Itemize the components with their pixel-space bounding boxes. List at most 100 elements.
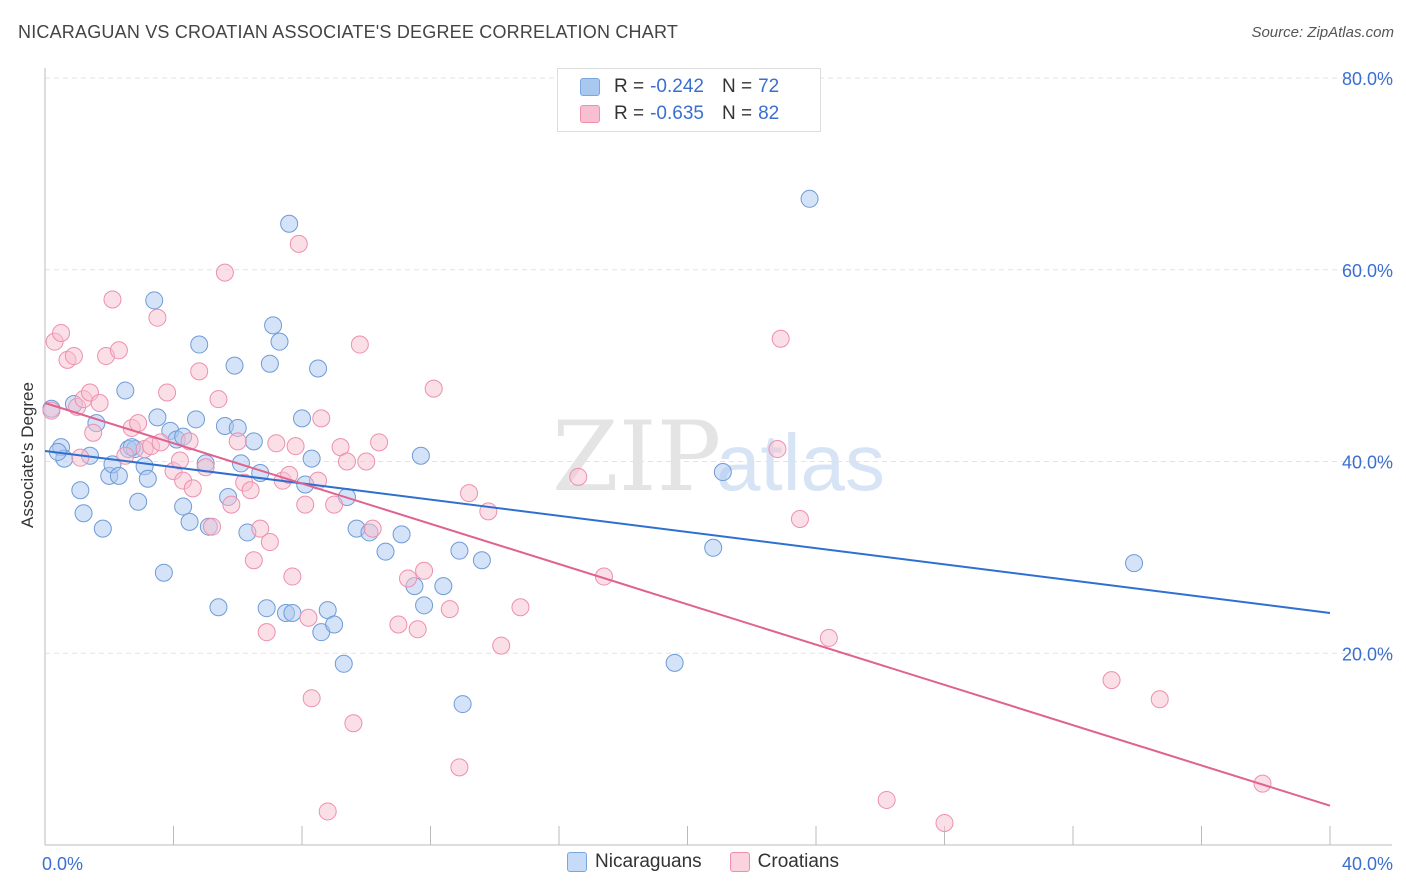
legend-row-nicaraguans: R = -0.242 N = 72 xyxy=(580,75,779,99)
trend-line-croatians xyxy=(44,402,1331,807)
legend-n-value: 72 xyxy=(758,76,780,97)
legend-swatch-nicaraguans xyxy=(567,852,587,872)
point-nicaraguans xyxy=(116,381,135,400)
point-nicaraguans xyxy=(270,332,289,351)
point-nicaraguans xyxy=(283,603,302,622)
point-croatians xyxy=(1102,671,1121,690)
point-croatians xyxy=(203,517,222,536)
point-croatians xyxy=(569,467,588,486)
tick-labels: 20.0% 40.0% 60.0% 80.0% 0.0% 40.0% xyxy=(42,69,1393,874)
point-croatians xyxy=(260,533,279,552)
point-nicaraguans xyxy=(325,615,344,634)
legend-label-croatians: Croatians xyxy=(757,851,839,872)
point-croatians xyxy=(103,290,122,309)
y-tick-label: 20.0% xyxy=(1342,644,1393,664)
point-croatians xyxy=(460,484,479,503)
point-croatians xyxy=(90,394,109,413)
point-nicaraguans xyxy=(180,512,199,531)
point-nicaraguans xyxy=(800,189,819,208)
chart-title: NICARAGUAN VS CROATIAN ASSOCIATE'S DEGRE… xyxy=(18,22,679,42)
point-nicaraguans xyxy=(665,653,684,672)
legend-label-nicaraguans: Nicaraguans xyxy=(595,851,702,872)
point-croatians xyxy=(318,802,337,821)
x-tick-label: 40.0% xyxy=(1342,854,1393,874)
point-nicaraguans xyxy=(1125,554,1144,573)
point-nicaraguans xyxy=(225,356,244,375)
point-croatians xyxy=(350,335,369,354)
point-nicaraguans xyxy=(93,519,112,538)
point-croatians xyxy=(415,561,434,580)
source-label: Source: ZipAtlas.com xyxy=(1251,24,1394,41)
point-croatians xyxy=(109,341,128,360)
point-nicaraguans xyxy=(713,463,732,482)
point-croatians xyxy=(1150,690,1169,709)
point-croatians xyxy=(180,432,199,451)
point-croatians xyxy=(228,432,247,451)
point-nicaraguans xyxy=(450,541,469,560)
point-croatians xyxy=(344,714,363,733)
point-croatians xyxy=(64,347,83,366)
series-legend: Nicaraguans Croatians xyxy=(0,851,1406,873)
point-croatians xyxy=(771,329,790,348)
point-croatians xyxy=(84,423,103,442)
legend-n-label: N = xyxy=(721,103,753,124)
point-croatians xyxy=(511,598,530,617)
point-croatians xyxy=(450,758,469,777)
point-croatians xyxy=(424,379,443,398)
point-croatians xyxy=(819,628,838,647)
point-croatians xyxy=(363,519,382,538)
point-croatians xyxy=(71,448,90,467)
legend-row-croatians: R = -0.635 N = 82 xyxy=(580,102,779,126)
point-nicaraguans xyxy=(434,577,453,596)
legend-item-nicaraguans[interactable]: Nicaraguans xyxy=(567,851,702,873)
point-nicaraguans xyxy=(293,409,311,428)
point-croatians xyxy=(158,383,177,402)
point-nicaraguans xyxy=(138,469,157,488)
point-croatians xyxy=(251,519,270,538)
legend-item-croatians[interactable]: Croatians xyxy=(729,851,839,873)
legend-swatch-nicaraguans xyxy=(580,78,600,96)
point-nicaraguans xyxy=(376,542,395,561)
point-nicaraguans xyxy=(334,654,353,673)
point-croatians xyxy=(790,510,809,529)
point-nicaraguans xyxy=(260,354,279,373)
point-croatians xyxy=(215,263,234,282)
point-croatians xyxy=(408,620,427,639)
y-axis-label: Associate's Degree xyxy=(18,382,37,528)
point-croatians xyxy=(257,623,276,642)
point-nicaraguans xyxy=(244,432,263,451)
point-nicaraguans xyxy=(264,316,283,335)
legend-r-label: R = xyxy=(614,76,645,97)
point-croatians xyxy=(244,551,263,570)
point-nicaraguans xyxy=(174,497,193,516)
point-croatians xyxy=(283,567,302,586)
point-croatians xyxy=(286,437,305,456)
point-nicaraguans xyxy=(280,214,299,233)
point-croatians xyxy=(399,569,418,588)
legend-swatch-croatians xyxy=(580,105,600,123)
point-croatians xyxy=(196,458,215,477)
point-croatians xyxy=(492,636,511,655)
point-nicaraguans xyxy=(190,335,209,354)
watermark-atlas: atlas xyxy=(716,418,885,507)
point-croatians xyxy=(312,409,331,428)
legend-r-value: -0.242 xyxy=(650,76,704,97)
point-nicaraguans xyxy=(704,538,723,557)
point-nicaraguans xyxy=(472,551,491,570)
point-nicaraguans xyxy=(453,695,472,714)
point-croatians xyxy=(337,452,356,471)
point-nicaraguans xyxy=(186,410,205,429)
point-croatians xyxy=(296,495,315,514)
legend-swatch-croatians xyxy=(729,852,750,872)
point-croatians xyxy=(267,434,286,453)
point-croatians xyxy=(170,451,189,470)
point-croatians xyxy=(183,479,202,498)
point-croatians xyxy=(190,362,209,381)
point-croatians xyxy=(289,234,308,253)
point-nicaraguans xyxy=(71,481,90,500)
stats-legend: R = -0.242 N = 72 R = -0.635 N = 82 xyxy=(557,68,821,132)
point-nicaraguans xyxy=(257,599,276,618)
watermark-zip: ZIP xyxy=(552,401,721,513)
trend-lines xyxy=(44,402,1331,807)
